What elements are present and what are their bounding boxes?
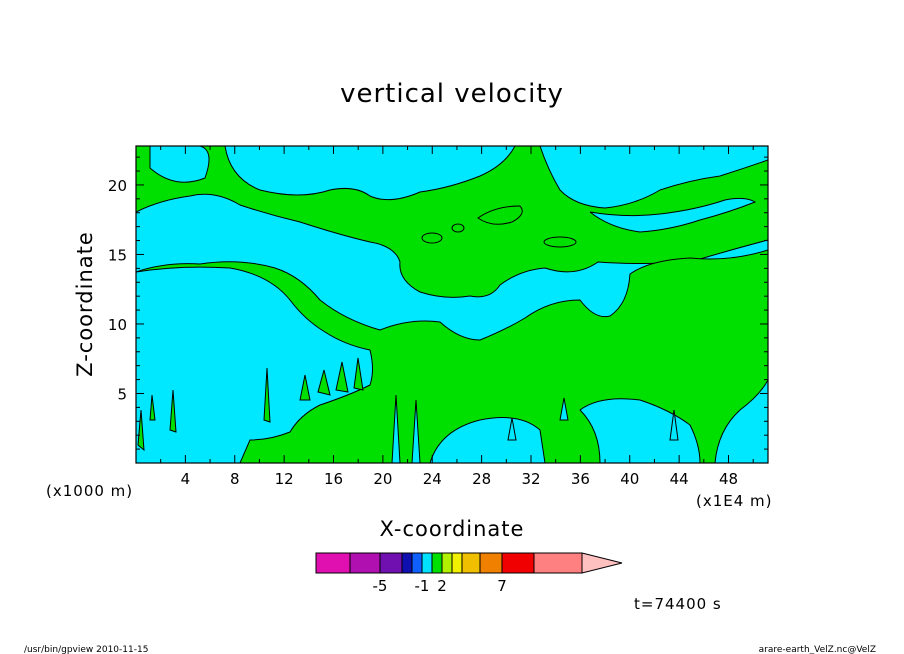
x-tick-label: 8 bbox=[230, 470, 240, 488]
x-tick-label: 44 bbox=[670, 470, 689, 488]
time-label: t=74400 s bbox=[634, 595, 722, 613]
colorbar-cell bbox=[501, 552, 535, 574]
negative-region bbox=[579, 398, 701, 463]
x-unit-label: (x1000 m) bbox=[46, 482, 133, 500]
y-tick-marks bbox=[136, 156, 768, 450]
colorbar-cell bbox=[421, 552, 433, 574]
x-tick-marks bbox=[160, 146, 754, 463]
contour-field bbox=[136, 146, 768, 463]
colorbar bbox=[315, 552, 623, 574]
colorbar-cell bbox=[349, 552, 381, 574]
y-tick-label: 5 bbox=[117, 385, 127, 403]
colorbar-cell bbox=[441, 552, 453, 574]
y-tick-labels: 5 10 15 20 bbox=[108, 177, 127, 404]
x-unit-label-right: (x1E4 m) bbox=[696, 492, 773, 510]
positive-region bbox=[451, 223, 465, 233]
negative-region bbox=[136, 266, 373, 463]
negative-region bbox=[149, 146, 210, 183]
x-tick-label: 16 bbox=[324, 470, 343, 488]
colorbar-cell bbox=[479, 552, 503, 574]
colorbar-cell bbox=[401, 552, 413, 574]
positive-region bbox=[477, 205, 523, 225]
y-tick-label: 10 bbox=[108, 316, 127, 334]
positive-region bbox=[137, 389, 177, 452]
negative-region bbox=[539, 146, 768, 209]
footer-left: /usr/bin/gpview 2010-11-15 bbox=[24, 645, 148, 654]
colorbar-cell bbox=[451, 552, 463, 574]
negative-region bbox=[714, 379, 768, 463]
x-tick-label: 48 bbox=[719, 470, 738, 488]
footer-right: arare-earth_VelZ.nc@VelZ bbox=[759, 645, 876, 654]
colorbar-labels: -5 -1 2 7 bbox=[373, 577, 507, 595]
x-tick-label: 40 bbox=[620, 470, 639, 488]
positive-region bbox=[421, 232, 443, 244]
negative-region bbox=[224, 146, 516, 201]
colorbar-cell bbox=[315, 552, 351, 574]
x-axis-label: X-coordinate bbox=[380, 517, 525, 541]
x-tick-label: 4 bbox=[181, 470, 191, 488]
colorbar-label: -5 bbox=[373, 577, 388, 595]
x-tick-label: 36 bbox=[571, 470, 590, 488]
positive-region bbox=[263, 357, 364, 423]
y-axis-label: Z-coordinate bbox=[73, 231, 97, 377]
colorbar-cell bbox=[379, 552, 403, 574]
colorbar-label: 7 bbox=[497, 577, 507, 595]
chart-title: vertical velocity bbox=[340, 79, 564, 109]
colorbar-label: 2 bbox=[437, 577, 447, 595]
plot-area bbox=[135, 145, 769, 464]
x-tick-label: 32 bbox=[521, 470, 540, 488]
colorbar-cell bbox=[533, 552, 583, 574]
negative-region bbox=[391, 394, 679, 463]
colorbar-label: -1 bbox=[415, 577, 430, 595]
colorbar-cell bbox=[461, 552, 481, 574]
y-tick-label: 20 bbox=[108, 177, 127, 195]
plot-frame bbox=[135, 145, 769, 464]
x-tick-label: 28 bbox=[472, 470, 491, 488]
colorbar-cell bbox=[431, 552, 443, 574]
negative-region bbox=[429, 417, 546, 463]
x-tick-label: 20 bbox=[373, 470, 392, 488]
y-tick-label: 15 bbox=[108, 246, 127, 264]
x-tick-labels: 4 8 12 16 20 24 28 32 36 40 44 48 bbox=[181, 470, 738, 488]
positive-region bbox=[543, 236, 577, 248]
colorbar-cell bbox=[411, 552, 423, 574]
x-tick-label: 24 bbox=[423, 470, 442, 488]
negative-region bbox=[589, 197, 757, 233]
x-tick-label: 12 bbox=[275, 470, 294, 488]
colorbar-arrow bbox=[581, 552, 623, 574]
